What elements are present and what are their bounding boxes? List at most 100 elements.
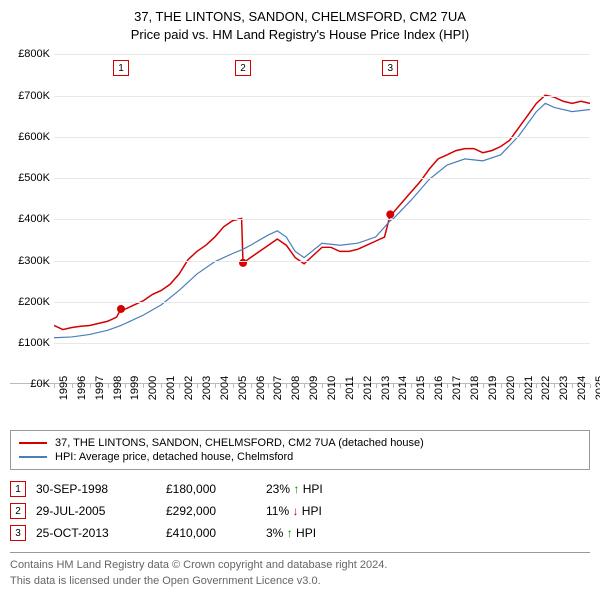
- sale-marker-3: 3: [382, 60, 398, 76]
- sale-diff: 3% ↑ HPI: [266, 526, 386, 540]
- x-tick-label: 2009: [308, 376, 320, 400]
- legend-label: HPI: Average price, detached house, Chel…: [55, 451, 293, 463]
- x-tick-mark: [125, 384, 126, 388]
- chart-title-1: 37, THE LINTONS, SANDON, CHELMSFORD, CM2…: [10, 8, 590, 26]
- x-tick-mark: [519, 384, 520, 388]
- x-tick-mark: [179, 384, 180, 388]
- chart-container: 37, THE LINTONS, SANDON, CHELMSFORD, CM2…: [0, 0, 600, 597]
- x-tick-label: 2014: [397, 376, 409, 400]
- sale-diff: 23% ↑ HPI: [266, 482, 386, 496]
- y-gridline: [54, 219, 590, 220]
- x-tick-label: 2024: [576, 376, 588, 400]
- legend-swatch: [19, 456, 47, 458]
- x-tick-label: 2015: [415, 376, 427, 400]
- x-tick-mark: [590, 384, 591, 388]
- x-tick-mark: [108, 384, 109, 388]
- x-tick-mark: [465, 384, 466, 388]
- x-tick-label: 2007: [272, 376, 284, 400]
- y-gridline: [54, 261, 590, 262]
- series-property: [54, 96, 590, 330]
- x-tick-mark: [376, 384, 377, 388]
- y-tick-label: £400K: [18, 213, 50, 225]
- x-tick-label: 1999: [129, 376, 141, 400]
- x-tick-mark: [72, 384, 73, 388]
- y-gridline: [54, 54, 590, 55]
- x-tick-mark: [161, 384, 162, 388]
- legend-label: 37, THE LINTONS, SANDON, CHELMSFORD, CM2…: [55, 437, 424, 449]
- y-tick-label: £0K: [30, 378, 50, 390]
- sale-diff: 11% ↓ HPI: [266, 504, 386, 518]
- x-tick-label: 1995: [58, 376, 70, 400]
- x-tick-mark: [215, 384, 216, 388]
- x-tick-mark: [429, 384, 430, 388]
- y-axis: £0K£100K£200K£300K£400K£500K£600K£700K£8…: [10, 54, 54, 383]
- legend-row: HPI: Average price, detached house, Chel…: [19, 450, 581, 464]
- x-tick-mark: [501, 384, 502, 388]
- x-tick-label: 2011: [344, 377, 356, 401]
- y-gridline: [54, 178, 590, 179]
- x-tick-label: 2008: [290, 376, 302, 400]
- sale-point-1: [117, 305, 125, 313]
- x-tick-label: 2019: [487, 376, 499, 400]
- sale-marker-box: 3: [10, 525, 26, 541]
- x-tick-label: 2005: [237, 376, 249, 400]
- x-tick-mark: [251, 384, 252, 388]
- y-tick-label: £600K: [18, 131, 50, 143]
- arrow-up-icon: ↑: [293, 482, 299, 496]
- x-tick-label: 2004: [219, 376, 231, 400]
- y-tick-label: £100K: [18, 337, 50, 349]
- chart-title-2: Price paid vs. HM Land Registry's House …: [10, 26, 590, 44]
- x-tick-mark: [90, 384, 91, 388]
- attribution-line-2: This data is licensed under the Open Gov…: [10, 574, 590, 589]
- x-tick-mark: [358, 384, 359, 388]
- x-tick-mark: [304, 384, 305, 388]
- x-tick-mark: [536, 384, 537, 388]
- x-tick-mark: [411, 384, 412, 388]
- x-tick-label: 2020: [505, 376, 517, 400]
- x-tick-mark: [340, 384, 341, 388]
- x-tick-label: 2006: [255, 376, 267, 400]
- x-tick-label: 2017: [451, 376, 463, 400]
- sales-row: 325-OCT-2013£410,0003% ↑ HPI: [10, 522, 590, 544]
- series-hpi: [54, 104, 590, 338]
- y-gridline: [54, 302, 590, 303]
- x-tick-mark: [268, 384, 269, 388]
- attribution: Contains HM Land Registry data © Crown c…: [10, 552, 590, 589]
- x-tick-label: 2025: [594, 376, 600, 400]
- attribution-line-1: Contains HM Land Registry data © Crown c…: [10, 558, 590, 573]
- x-tick-label: 2018: [469, 376, 481, 400]
- legend-row: 37, THE LINTONS, SANDON, CHELMSFORD, CM2…: [19, 436, 581, 450]
- y-tick-label: £200K: [18, 296, 50, 308]
- sale-marker-box: 2: [10, 503, 26, 519]
- sale-marker-box: 1: [10, 481, 26, 497]
- sale-date: 30-SEP-1998: [36, 482, 166, 496]
- y-gridline: [54, 137, 590, 138]
- sale-date: 29-JUL-2005: [36, 504, 166, 518]
- sales-table: 130-SEP-1998£180,00023% ↑ HPI229-JUL-200…: [10, 478, 590, 544]
- x-tick-label: 2022: [540, 376, 552, 400]
- x-tick-label: 2010: [326, 376, 338, 400]
- x-tick-mark: [286, 384, 287, 388]
- x-tick-mark: [393, 384, 394, 388]
- x-tick-label: 2001: [165, 376, 177, 400]
- x-tick-label: 1997: [94, 376, 106, 400]
- y-tick-label: £300K: [18, 255, 50, 267]
- x-tick-label: 2003: [201, 376, 213, 400]
- y-tick-label: £700K: [18, 90, 50, 102]
- y-gridline: [54, 96, 590, 97]
- sale-price: £292,000: [166, 504, 266, 518]
- x-tick-mark: [143, 384, 144, 388]
- x-tick-mark: [572, 384, 573, 388]
- x-tick-mark: [54, 384, 55, 388]
- x-tick-label: 2012: [362, 376, 374, 400]
- x-tick-mark: [554, 384, 555, 388]
- x-tick-mark: [447, 384, 448, 388]
- sales-row: 2 29-JUL-2005£292,00011% ↓ HPI: [10, 500, 590, 522]
- x-tick-label: 1996: [76, 376, 88, 400]
- legend: 37, THE LINTONS, SANDON, CHELMSFORD, CM2…: [10, 430, 590, 470]
- sale-date: 25-OCT-2013: [36, 526, 166, 540]
- x-tick-label: 2016: [433, 376, 445, 400]
- x-axis: 1995199619971998199920002001200220032004…: [54, 384, 590, 428]
- sale-marker-1: 1: [113, 60, 129, 76]
- x-tick-mark: [197, 384, 198, 388]
